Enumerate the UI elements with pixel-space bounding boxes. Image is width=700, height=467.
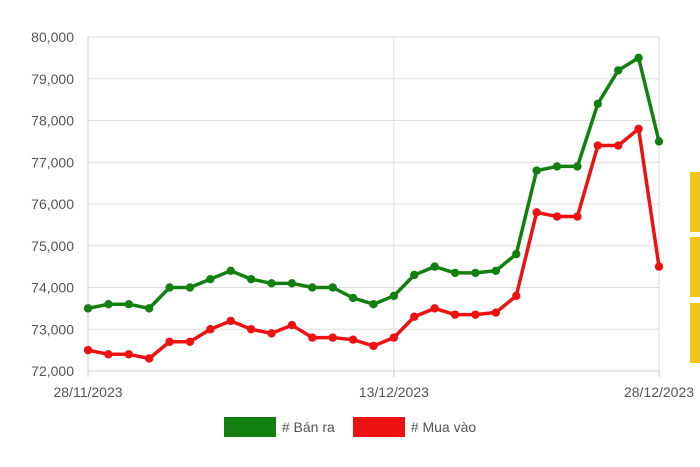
data-point-mua-vao[interactable] xyxy=(491,308,501,317)
data-point-mua-vao[interactable] xyxy=(410,312,419,321)
data-point-mua-vao[interactable] xyxy=(165,337,174,346)
data-point-mua-vao[interactable] xyxy=(144,354,154,363)
data-point-mua-vao[interactable] xyxy=(185,337,195,346)
data-point-ban-ra[interactable] xyxy=(471,268,480,278)
data-point-mua-vao[interactable] xyxy=(226,316,235,326)
data-point-ban-ra[interactable] xyxy=(634,53,643,63)
data-point-ban-ra[interactable] xyxy=(369,300,378,309)
y-axis-ticks: 72,000 73,000 74,000 75,000 76,000 77,000 78,0… xyxy=(31,29,74,379)
data-point-ban-ra[interactable] xyxy=(206,274,215,284)
data-point-mua-vao[interactable] xyxy=(512,291,521,301)
data-point-ban-ra[interactable] xyxy=(450,268,460,278)
data-point-ban-ra[interactable] xyxy=(328,283,337,292)
x-tick-label: 28/11/2023 xyxy=(53,384,122,400)
legend: # Bán ra # Mua vào xyxy=(0,413,700,441)
data-point-ban-ra[interactable] xyxy=(389,291,399,301)
data-point-ban-ra[interactable] xyxy=(308,283,317,292)
y-tick-label: 78,000 xyxy=(31,113,74,129)
data-point-ban-ra[interactable] xyxy=(430,262,439,271)
data-point-ban-ra[interactable] xyxy=(593,99,603,109)
x-tick-label: 13/12/2023 xyxy=(359,384,429,400)
data-point-mua-vao[interactable] xyxy=(593,141,603,150)
data-point-ban-ra[interactable] xyxy=(226,266,235,275)
data-point-ban-ra[interactable] xyxy=(410,270,419,280)
data-point-ban-ra[interactable] xyxy=(614,66,623,75)
grid xyxy=(87,36,660,377)
side-tab-3[interactable] xyxy=(690,303,700,363)
data-point-mua-vao[interactable] xyxy=(450,310,460,319)
legend-swatch-ban-ra xyxy=(223,417,276,437)
data-point-mua-vao[interactable] xyxy=(246,325,256,334)
data-point-mua-vao[interactable] xyxy=(328,333,337,342)
x-axis-ticks: 28/11/2023 13/12/2023 28/12/2023 xyxy=(53,384,694,400)
data-point-mua-vao[interactable] xyxy=(308,333,317,342)
y-tick-label: 76,000 xyxy=(31,196,74,212)
series-line-ban-ra xyxy=(86,56,661,311)
legend-label-mua-vao: # Mua vào xyxy=(410,419,477,435)
side-tab-1[interactable] xyxy=(690,172,700,232)
data-point-mua-vao[interactable] xyxy=(389,333,399,342)
data-point-ban-ra[interactable] xyxy=(552,162,562,171)
data-point-ban-ra[interactable] xyxy=(267,279,276,288)
data-point-ban-ra[interactable] xyxy=(532,166,541,175)
data-point-ban-ra[interactable] xyxy=(144,304,154,313)
data-point-mua-vao[interactable] xyxy=(267,329,276,338)
legend-item-mua-vao[interactable]: # Mua vào xyxy=(352,417,477,437)
data-point-mua-vao[interactable] xyxy=(532,208,541,217)
x-tick-label: 28/12/2023 xyxy=(624,384,694,400)
data-point-mua-vao[interactable] xyxy=(634,124,643,134)
data-point-ban-ra[interactable] xyxy=(573,162,582,171)
data-point-mua-vao[interactable] xyxy=(206,325,215,334)
data-point-ban-ra[interactable] xyxy=(491,266,501,275)
data-point-ban-ra[interactable] xyxy=(104,300,113,309)
data-point-ban-ra[interactable] xyxy=(83,304,93,313)
data-point-ban-ra[interactable] xyxy=(246,274,256,284)
legend-swatch-mua-vao xyxy=(352,417,405,437)
data-point-mua-vao[interactable] xyxy=(614,141,623,150)
y-tick-label: 75,000 xyxy=(31,238,74,254)
data-point-mua-vao[interactable] xyxy=(124,350,133,359)
data-point-mua-vao[interactable] xyxy=(654,262,664,271)
data-point-ban-ra[interactable] xyxy=(287,279,297,288)
data-point-mua-vao[interactable] xyxy=(287,320,297,330)
data-point-mua-vao[interactable] xyxy=(348,335,358,344)
legend-item-ban-ra[interactable]: # Bán ra xyxy=(223,417,335,437)
y-tick-label: 79,000 xyxy=(31,71,74,87)
legend-label-ban-ra: # Bán ra xyxy=(281,419,335,435)
data-point-mua-vao[interactable] xyxy=(471,310,480,319)
data-point-mua-vao[interactable] xyxy=(430,304,439,313)
data-point-mua-vao[interactable] xyxy=(573,212,582,221)
side-tab-2[interactable] xyxy=(690,237,700,297)
y-tick-label: 80,000 xyxy=(31,29,74,45)
data-point-ban-ra[interactable] xyxy=(654,137,664,146)
data-point-ban-ra[interactable] xyxy=(512,249,521,259)
data-point-mua-vao[interactable] xyxy=(552,212,562,221)
y-tick-label: 73,000 xyxy=(31,321,74,337)
data-point-mua-vao[interactable] xyxy=(369,341,378,351)
data-point-ban-ra[interactable] xyxy=(348,293,358,303)
y-tick-label: 72,000 xyxy=(31,363,74,379)
data-point-mua-vao[interactable] xyxy=(104,350,113,359)
data-point-ban-ra[interactable] xyxy=(124,300,133,309)
series-points xyxy=(83,53,664,363)
data-point-mua-vao[interactable] xyxy=(83,345,93,355)
series-lines xyxy=(86,56,661,361)
series-line-mua-vao xyxy=(86,127,661,361)
data-point-ban-ra[interactable] xyxy=(185,283,195,292)
line-chart: 72,000 73,000 74,000 75,000 76,000 77,000 78,0… xyxy=(31,29,694,400)
y-tick-label: 77,000 xyxy=(31,154,74,170)
data-point-ban-ra[interactable] xyxy=(165,283,174,292)
y-tick-label: 74,000 xyxy=(31,280,74,296)
